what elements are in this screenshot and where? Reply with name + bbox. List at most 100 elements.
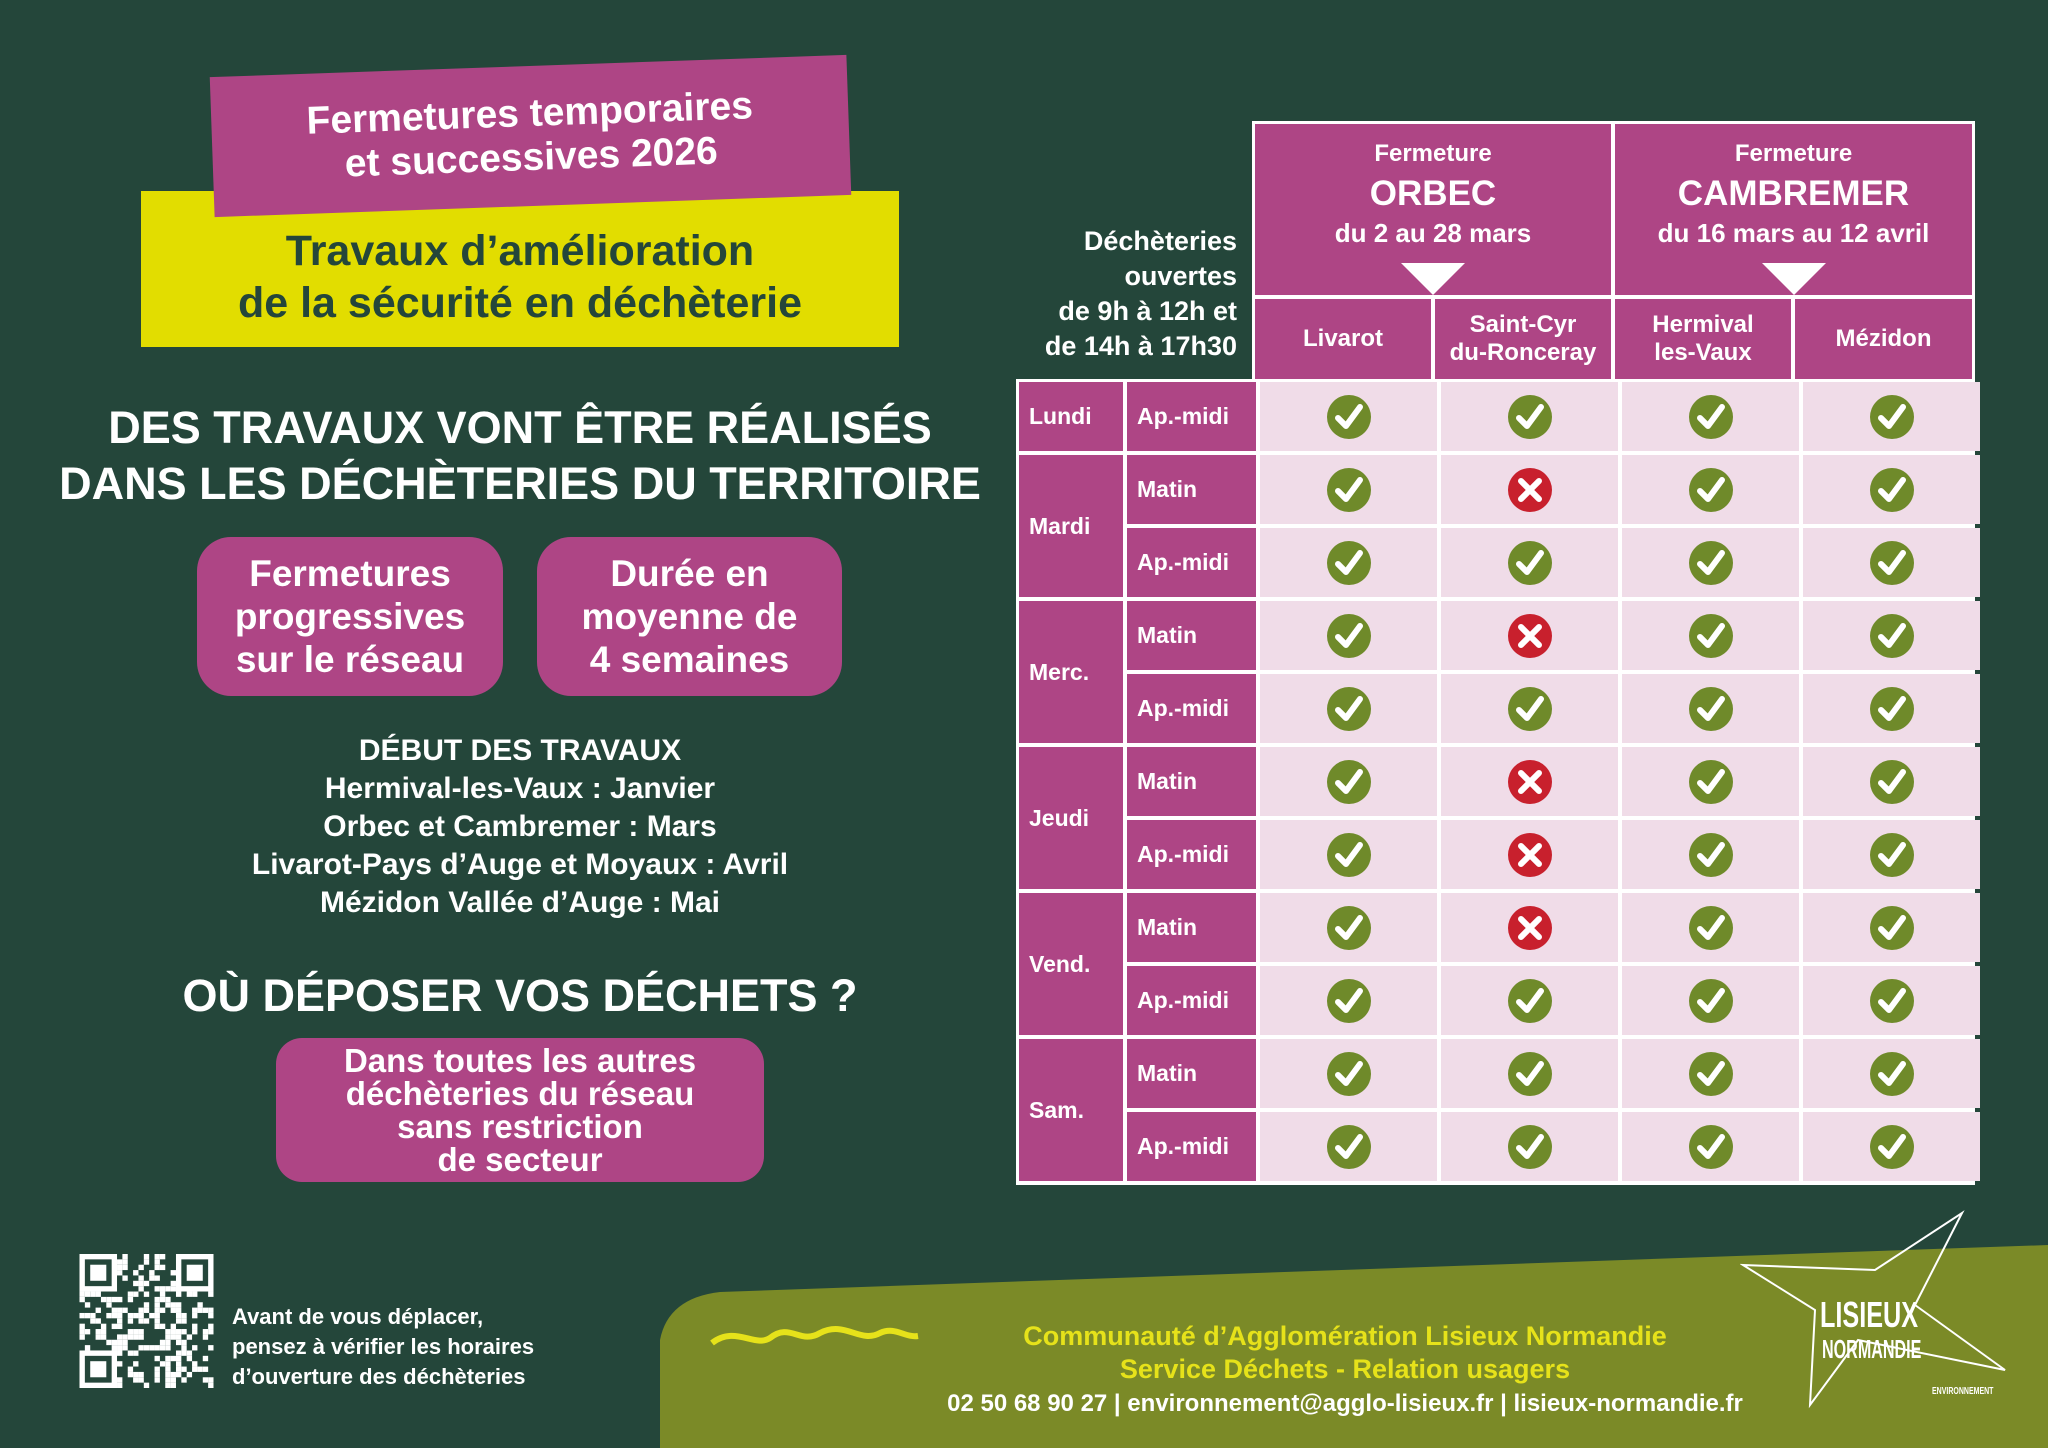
- check-circle-icon: [1326, 540, 1371, 585]
- column-label: Saint-Cyr: [1469, 311, 1577, 338]
- headline: DES TRAVAUX VONT ÊTRE RÉALISÉS DANS LES …: [40, 400, 1000, 512]
- period-label: Matin: [1127, 893, 1256, 962]
- check-circle-icon: [1869, 1124, 1914, 1169]
- check-circle-icon: [1507, 540, 1552, 585]
- table-cell: [1260, 601, 1437, 670]
- table-cell: [1803, 601, 1980, 670]
- check-circle-icon: [1507, 1051, 1552, 1096]
- table-cell: [1803, 1039, 1980, 1108]
- label-line: de 14h à 17h30: [1044, 331, 1237, 361]
- table-cell: [1441, 820, 1618, 889]
- period-label: Ap.-midi: [1127, 674, 1256, 743]
- group-dates: du 2 au 28 mars: [1334, 218, 1532, 248]
- table-header: Fermeture ORBEC du 2 au 28 mars Fermetur…: [1252, 121, 1975, 382]
- star-icon: [1739, 1210, 2006, 1409]
- check-circle-icon: [1688, 1124, 1733, 1169]
- table-cell: [1622, 966, 1799, 1035]
- table-cell: [1441, 382, 1618, 451]
- start-dates-title: DÉBUT DES TRAVAUX: [358, 734, 682, 767]
- start-date-line: Hermival-les-Vaux : Janvier: [324, 772, 716, 805]
- contact-line[interactable]: 02 50 68 90 27 | environnement@agglo-lis…: [947, 1390, 1743, 1417]
- check-circle-icon: [1688, 540, 1733, 585]
- footer-contact: Communauté d’Agglomération Lisieux Norma…: [900, 1320, 1790, 1422]
- cross-circle-icon: [1507, 832, 1552, 877]
- table-cell: [1441, 601, 1618, 670]
- subtitle-box: Travaux d’amélioration de la sécurité en…: [141, 191, 899, 347]
- day-label: Merc.: [1019, 601, 1123, 743]
- table-cell: [1441, 455, 1618, 524]
- period-label: Ap.-midi: [1127, 820, 1256, 889]
- table-cell: [1622, 893, 1799, 962]
- start-date-line: Livarot-Pays d’Auge et Moyaux : Avril: [251, 848, 789, 881]
- group-header-orbec: Fermeture ORBEC du 2 au 28 mars: [1255, 124, 1611, 295]
- pill-line: Durée en: [610, 553, 769, 594]
- column-label: Hermival: [1652, 311, 1754, 338]
- start-date-line: Mézidon Vallée d’Auge : Mai: [319, 886, 721, 919]
- check-circle-icon: [1507, 394, 1552, 439]
- check-circle-icon: [1326, 905, 1371, 950]
- check-circle-icon: [1688, 467, 1733, 512]
- day-label: Vend.: [1019, 893, 1123, 1035]
- table-cell: [1441, 747, 1618, 816]
- check-circle-icon: [1869, 613, 1914, 658]
- check-circle-icon: [1688, 905, 1733, 950]
- where-pill: Dans toutes les autres déchèteries du ré…: [276, 1038, 764, 1182]
- qr-note: Avant de vous déplacer, pensez à vérifie…: [232, 1302, 534, 1392]
- logo-text: NORMANDIE: [1822, 1334, 1922, 1364]
- pill-line: 4 semaines: [589, 639, 790, 680]
- pill-line: de secteur: [437, 1141, 603, 1178]
- info-pill-duration: Durée en moyenne de 4 semaines: [537, 537, 842, 696]
- start-dates: DÉBUT DES TRAVAUX Hermival-les-Vaux : Ja…: [120, 732, 920, 922]
- check-circle-icon: [1869, 467, 1914, 512]
- note-line: d’ouverture des déchèteries: [232, 1364, 526, 1389]
- qr-code[interactable]: [78, 1254, 215, 1388]
- check-circle-icon: [1869, 686, 1914, 731]
- column-label: du-Ronceray: [1449, 339, 1597, 366]
- headline-line: DANS LES DÉCHÈTERIES DU TERRITOIRE: [59, 458, 981, 509]
- period-label: Ap.-midi: [1127, 1112, 1256, 1181]
- period-label: Matin: [1127, 1039, 1256, 1108]
- check-circle-icon: [1869, 759, 1914, 804]
- table-cell: [1441, 966, 1618, 1035]
- group-header-cambremer: Fermeture CAMBREMER du 16 mars au 12 avr…: [1615, 124, 1972, 295]
- subtitle-line: Travaux d’amélioration: [285, 227, 755, 275]
- table-cell: [1260, 893, 1437, 962]
- check-circle-icon: [1869, 978, 1914, 1023]
- check-circle-icon: [1688, 613, 1733, 658]
- pill-line: déchèteries du réseau: [345, 1075, 695, 1112]
- schedule-table: Lundi Ap.-midi Mardi Matin Ap.-midi Merc. Mati…: [1016, 379, 1980, 1185]
- table-cell: [1622, 1039, 1799, 1108]
- pill-line: Dans toutes les autres: [343, 1042, 697, 1079]
- cross-circle-icon: [1507, 905, 1552, 950]
- service-name: Service Déchets - Relation usagers: [1119, 1354, 1571, 1384]
- column-header-livarot: Livarot: [1255, 299, 1431, 379]
- table-cell: [1803, 893, 1980, 962]
- pill-line: Fermetures: [249, 553, 451, 594]
- check-circle-icon: [1326, 1051, 1371, 1096]
- table-cell: [1260, 1112, 1437, 1181]
- arrow-down-icon: [1401, 263, 1465, 295]
- check-circle-icon: [1869, 1051, 1914, 1096]
- period-label: Ap.-midi: [1127, 966, 1256, 1035]
- table-cell: [1622, 382, 1799, 451]
- check-circle-icon: [1688, 978, 1733, 1023]
- table-cell: [1622, 674, 1799, 743]
- table-cell: [1260, 966, 1437, 1035]
- pill-line: sans restriction: [397, 1108, 643, 1145]
- group-label: Fermeture: [1374, 140, 1492, 167]
- label-line: de 9h à 12h et: [1058, 296, 1237, 326]
- period-label: Ap.-midi: [1127, 382, 1256, 451]
- period-label: Matin: [1127, 747, 1256, 816]
- group-name: ORBEC: [1369, 174, 1497, 213]
- pill-line: sur le réseau: [235, 639, 465, 680]
- table-cell: [1622, 455, 1799, 524]
- pill-line: progressives: [234, 596, 466, 637]
- arrow-down-icon: [1761, 263, 1826, 295]
- opening-hours-label: Déchèteries ouvertes de 9h à 12h et de 1…: [1000, 224, 1237, 364]
- table-cell: [1260, 455, 1437, 524]
- check-circle-icon: [1507, 1124, 1552, 1169]
- check-circle-icon: [1869, 540, 1914, 585]
- check-circle-icon: [1688, 394, 1733, 439]
- table-cell: [1441, 1039, 1618, 1108]
- table-cell: [1260, 820, 1437, 889]
